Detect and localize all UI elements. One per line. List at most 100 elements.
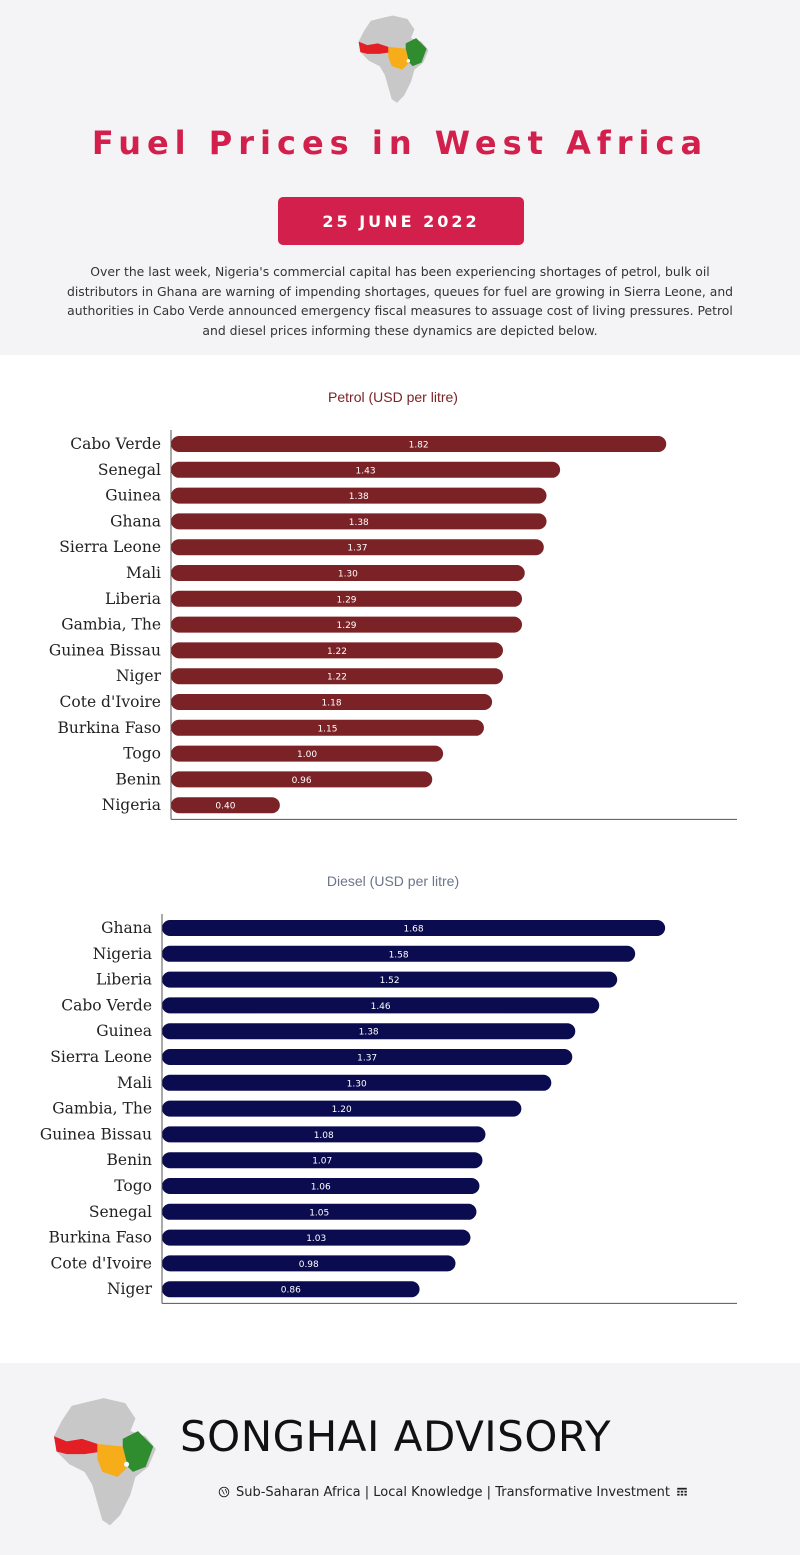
category-label: Nigeria (102, 796, 161, 814)
tagline: Sub-Saharan Africa | Local Knowledge | T… (218, 1483, 688, 1501)
value-label: 1.43 (356, 466, 376, 476)
category-label: Guinea (96, 1022, 152, 1040)
value-label: 1.38 (349, 492, 369, 502)
value-label: 1.07 (312, 1157, 332, 1167)
bar (162, 971, 618, 988)
bar (162, 1255, 456, 1272)
category-label: Niger (116, 667, 162, 685)
value-label: 1.20 (332, 1105, 352, 1115)
category-label: Mali (117, 1074, 152, 1092)
value-label: 1.38 (359, 1028, 379, 1038)
value-label: 1.00 (297, 750, 317, 760)
category-label: Guinea Bissau (40, 1125, 152, 1143)
value-label: 0.40 (215, 802, 235, 812)
bar (171, 513, 547, 530)
intro-text: Over the last week, Nigeria's commercial… (66, 264, 734, 338)
bar (171, 745, 444, 762)
bar (171, 771, 433, 788)
category-label: Guinea Bissau (49, 641, 161, 659)
category-label: Cote d'Ivoire (60, 693, 161, 711)
value-label: 1.29 (336, 621, 356, 631)
value-label: 1.30 (347, 1079, 367, 1089)
bar (171, 487, 547, 504)
bar (171, 642, 503, 659)
category-label: Nigeria (93, 945, 152, 963)
bar (171, 719, 484, 736)
value-label: 1.46 (371, 1002, 391, 1012)
bar (171, 797, 280, 814)
bar (162, 1100, 522, 1117)
globe-icon (218, 1486, 230, 1498)
bar (162, 1074, 552, 1091)
category-label: Niger (107, 1280, 153, 1298)
category-label: Togo (114, 1177, 152, 1195)
value-label: 1.18 (322, 699, 342, 709)
chart-title: Diesel (USD per litre) (327, 873, 459, 889)
bar (171, 694, 493, 710)
category-label: Guinea (105, 487, 161, 505)
value-label: 1.68 (404, 925, 424, 935)
category-label: Gambia, The (52, 1100, 152, 1118)
bar (171, 616, 523, 633)
value-label: 1.37 (347, 544, 367, 554)
value-label: 1.05 (309, 1208, 329, 1218)
bar (162, 1152, 483, 1169)
value-label: 1.30 (338, 570, 358, 580)
category-label: Senegal (98, 461, 161, 479)
bar (171, 565, 525, 581)
calendar-grid-icon (677, 1487, 687, 1496)
bar (162, 997, 600, 1014)
bar (171, 590, 523, 607)
category-label: Sierra Leone (59, 538, 161, 556)
value-label: 1.22 (327, 647, 347, 657)
category-label: Liberia (96, 971, 152, 989)
chart-title: Petrol (USD per litre) (328, 389, 458, 405)
diesel-chart: Diesel (USD per litre) Ghana 1.68 Nigeria 1.… (40, 873, 737, 1304)
value-label: 0.86 (281, 1286, 301, 1296)
category-label: Sierra Leone (50, 1048, 152, 1066)
value-label: 1.82 (409, 441, 429, 451)
value-label: 1.06 (311, 1183, 331, 1193)
category-label: Togo (123, 745, 161, 763)
brand-name: SONGHAI ADVISORY (180, 1412, 612, 1461)
category-label: Ghana (101, 919, 152, 937)
value-label: 1.22 (327, 673, 347, 683)
bar (171, 461, 561, 478)
category-label: Benin (116, 770, 162, 788)
bar (162, 1023, 576, 1040)
value-label: 1.29 (336, 595, 356, 605)
page-title: Fuel Prices in West Africa (91, 124, 709, 162)
tagline-text: Sub-Saharan Africa | Local Knowledge | T… (236, 1484, 670, 1500)
bar (162, 1229, 471, 1246)
category-label: Burkina Faso (57, 719, 161, 737)
value-label: 1.58 (389, 950, 409, 960)
bar (162, 1281, 420, 1298)
value-label: 1.15 (317, 724, 337, 734)
bar (162, 1049, 573, 1065)
value-label: 1.03 (306, 1234, 326, 1244)
africa-map-logo-icon (358, 15, 429, 103)
category-label: Cote d'Ivoire (51, 1254, 152, 1272)
africa-map-logo-icon (54, 1398, 156, 1526)
bar (171, 436, 667, 452)
bar (162, 1203, 477, 1220)
bar (162, 1178, 480, 1194)
value-label: 0.96 (292, 776, 312, 786)
value-label: 1.52 (380, 976, 400, 986)
category-label: Cabo Verde (61, 996, 152, 1014)
category-label: Mali (126, 564, 161, 582)
petrol-chart: Petrol (USD per litre) Cabo Verde 1.82 Sene… (49, 389, 737, 820)
value-label: 1.08 (314, 1131, 334, 1141)
category-label: Ghana (110, 512, 161, 530)
date-badge: 25 JUNE 2022 (278, 197, 524, 245)
bar (171, 539, 544, 556)
category-label: Burkina Faso (48, 1229, 152, 1247)
category-label: Liberia (105, 590, 161, 608)
category-label: Senegal (89, 1203, 152, 1221)
bar (162, 945, 636, 962)
category-label: Cabo Verde (70, 435, 161, 453)
category-label: Gambia, The (61, 616, 161, 634)
value-label: 1.38 (349, 518, 369, 528)
value-label: 0.98 (299, 1260, 319, 1270)
bar (171, 668, 503, 685)
